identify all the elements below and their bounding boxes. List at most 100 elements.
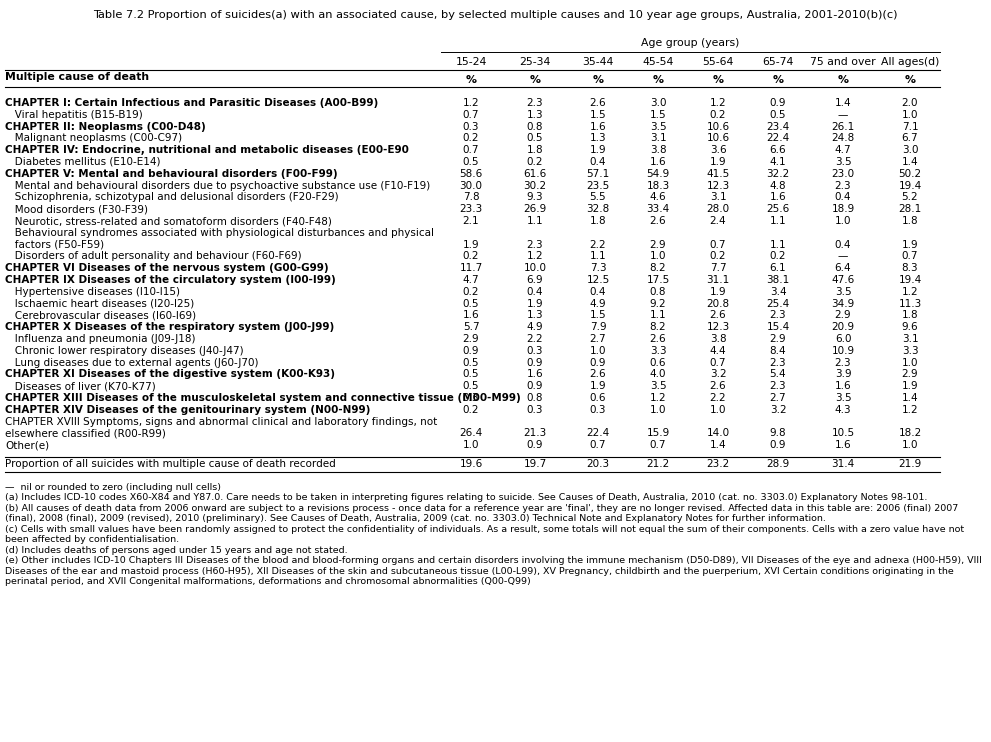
Text: 18.2: 18.2: [899, 428, 922, 439]
Text: 3.2: 3.2: [770, 405, 786, 415]
Text: 1.8: 1.8: [590, 216, 606, 226]
Text: 8.4: 8.4: [770, 346, 786, 356]
Text: CHAPTER IX Diseases of the circulatory system (I00-I99): CHAPTER IX Diseases of the circulatory s…: [5, 275, 336, 285]
Text: 3.1: 3.1: [902, 334, 919, 344]
Text: 1.9: 1.9: [710, 157, 726, 167]
Text: 1.2: 1.2: [710, 98, 726, 108]
Text: 2.9: 2.9: [650, 240, 666, 249]
Text: 2.3: 2.3: [770, 358, 786, 367]
Text: 2.6: 2.6: [650, 216, 666, 226]
Text: 57.1: 57.1: [587, 168, 609, 179]
Text: 4.3: 4.3: [834, 405, 851, 415]
Text: 1.1: 1.1: [526, 216, 543, 226]
Text: 6.1: 6.1: [770, 263, 786, 273]
Text: %: %: [593, 75, 604, 85]
Text: %: %: [713, 75, 723, 85]
Text: 1.0: 1.0: [710, 405, 726, 415]
Text: 32.8: 32.8: [587, 204, 609, 214]
Text: 11.3: 11.3: [899, 298, 922, 309]
Text: 38.1: 38.1: [766, 275, 790, 285]
Text: 0.8: 0.8: [650, 287, 666, 297]
Text: 1.0: 1.0: [902, 440, 919, 450]
Text: 1.5: 1.5: [590, 110, 606, 119]
Text: 0.5: 0.5: [463, 358, 480, 367]
Text: 0.8: 0.8: [527, 393, 543, 403]
Text: 0.2: 0.2: [710, 110, 726, 119]
Text: 2.3: 2.3: [526, 240, 543, 249]
Text: 0.7: 0.7: [590, 440, 606, 450]
Text: 0.7: 0.7: [902, 252, 919, 261]
Text: 1.1: 1.1: [770, 240, 786, 249]
Text: Diseases of liver (K70-K77): Diseases of liver (K70-K77): [5, 381, 156, 391]
Text: 1.2: 1.2: [650, 393, 666, 403]
Text: 1.3: 1.3: [590, 134, 606, 143]
Text: Schizophrenia, schizotypal and delusional disorders (F20-F29): Schizophrenia, schizotypal and delusiona…: [5, 192, 339, 203]
Text: 15-24: 15-24: [455, 57, 487, 67]
Text: 10.0: 10.0: [523, 263, 546, 273]
Text: 5.5: 5.5: [590, 192, 606, 203]
Text: 5.4: 5.4: [770, 370, 786, 379]
Text: 4.8: 4.8: [770, 180, 786, 191]
Text: 1.6: 1.6: [650, 157, 666, 167]
Text: 1.0: 1.0: [834, 216, 851, 226]
Text: 6.0: 6.0: [834, 334, 851, 344]
Text: 3.1: 3.1: [650, 134, 666, 143]
Text: 8.3: 8.3: [902, 263, 919, 273]
Text: 1.8: 1.8: [902, 216, 919, 226]
Text: 4.6: 4.6: [650, 192, 666, 203]
Text: 19.7: 19.7: [523, 459, 547, 469]
Text: 10.6: 10.6: [707, 122, 729, 131]
Text: 19.4: 19.4: [899, 180, 922, 191]
Text: 3.8: 3.8: [650, 145, 666, 155]
Text: 9.2: 9.2: [650, 298, 666, 309]
Text: 0.2: 0.2: [710, 252, 726, 261]
Text: 3.4: 3.4: [770, 287, 786, 297]
Text: 7.8: 7.8: [463, 192, 480, 203]
Text: 3.2: 3.2: [710, 370, 726, 379]
Text: 20.8: 20.8: [707, 298, 729, 309]
Text: 2.9: 2.9: [834, 310, 851, 321]
Text: 0.4: 0.4: [590, 287, 606, 297]
Text: 1.8: 1.8: [526, 145, 543, 155]
Text: 1.8: 1.8: [902, 310, 919, 321]
Text: Neurotic, stress-related and somatoform disorders (F40-F48): Neurotic, stress-related and somatoform …: [5, 216, 332, 226]
Text: %: %: [837, 75, 848, 85]
Text: 0.2: 0.2: [463, 134, 480, 143]
Text: —  nil or rounded to zero (including null cells): — nil or rounded to zero (including null…: [5, 483, 221, 492]
Text: 2.3: 2.3: [526, 98, 543, 108]
Text: 3.5: 3.5: [650, 381, 666, 391]
Text: 8.2: 8.2: [650, 322, 666, 332]
Text: 1.6: 1.6: [463, 310, 480, 321]
Text: 0.7: 0.7: [650, 440, 666, 450]
Text: 0.7: 0.7: [710, 240, 726, 249]
Text: 1.9: 1.9: [590, 145, 606, 155]
Text: 21.9: 21.9: [899, 459, 922, 469]
Text: Mental and behavioural disorders due to psychoactive substance use (F10-F19): Mental and behavioural disorders due to …: [5, 180, 430, 191]
Text: 10.5: 10.5: [831, 428, 854, 439]
Text: 6.4: 6.4: [834, 263, 851, 273]
Text: 4.4: 4.4: [710, 346, 726, 356]
Text: 2.3: 2.3: [770, 310, 786, 321]
Text: 0.5: 0.5: [463, 157, 480, 167]
Text: 1.3: 1.3: [526, 310, 543, 321]
Text: 0.8: 0.8: [527, 122, 543, 131]
Text: 1.9: 1.9: [902, 381, 919, 391]
Text: 2.2: 2.2: [590, 240, 606, 249]
Text: 2.7: 2.7: [770, 393, 786, 403]
Text: CHAPTER I: Certain Infectious and Parasitic Diseases (A00-B99): CHAPTER I: Certain Infectious and Parasi…: [5, 98, 379, 108]
Text: 30.2: 30.2: [523, 180, 547, 191]
Text: 1.0: 1.0: [650, 405, 666, 415]
Text: 23.2: 23.2: [707, 459, 729, 469]
Text: 1.9: 1.9: [710, 287, 726, 297]
Text: 23.3: 23.3: [460, 204, 483, 214]
Text: 17.5: 17.5: [646, 275, 670, 285]
Text: 1.6: 1.6: [590, 122, 606, 131]
Text: Chronic lower respiratory diseases (J40-J47): Chronic lower respiratory diseases (J40-…: [5, 346, 244, 356]
Text: 2.6: 2.6: [710, 310, 726, 321]
Text: 0.2: 0.2: [527, 157, 543, 167]
Text: 6.6: 6.6: [770, 145, 786, 155]
Text: 3.6: 3.6: [710, 145, 726, 155]
Text: 9.8: 9.8: [770, 428, 786, 439]
Text: %: %: [905, 75, 916, 85]
Text: 11.7: 11.7: [460, 263, 483, 273]
